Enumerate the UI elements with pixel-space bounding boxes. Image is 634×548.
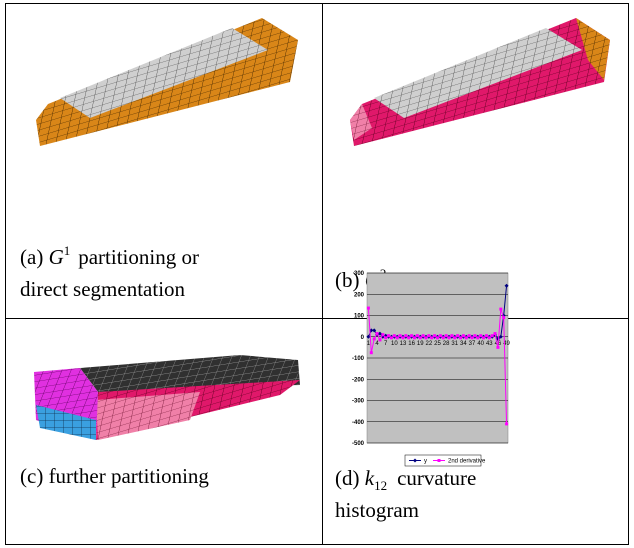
- marker: [439, 334, 442, 337]
- marker: [401, 336, 404, 339]
- marker: [387, 334, 390, 337]
- marker: [404, 334, 407, 337]
- marker: [494, 332, 497, 335]
- caption-line: curvature: [397, 466, 476, 490]
- marker: [482, 336, 485, 339]
- marker: [378, 338, 381, 341]
- marker: [505, 422, 508, 425]
- marker: [390, 336, 393, 339]
- x-tick-label: 40: [477, 341, 484, 347]
- marker: [416, 334, 419, 337]
- marker: [373, 337, 376, 340]
- figure: (a) G1 partitioning or direct segmentatio…: [0, 0, 634, 548]
- caption-a: (a) G1 partitioning or: [20, 243, 199, 269]
- y-tick-label: 200: [354, 292, 365, 298]
- x-tick-label: 10: [391, 341, 398, 347]
- subscript: 12: [374, 478, 387, 493]
- marker: [448, 336, 451, 339]
- y-tick-label: 100: [354, 314, 365, 320]
- marker: [471, 336, 474, 339]
- marker: [381, 333, 384, 336]
- render-a: [36, 18, 298, 146]
- y-tick-label: -400: [352, 420, 365, 426]
- superscript: 1: [64, 243, 71, 258]
- x-tick-label: 37: [469, 341, 476, 347]
- marker: [488, 336, 491, 339]
- x-tick-label: 43: [486, 341, 493, 347]
- legend-label: 2nd derivative: [448, 459, 486, 465]
- marker: [502, 316, 505, 319]
- y-tick-label: -100: [352, 356, 365, 362]
- x-tick-label: 34: [460, 341, 467, 347]
- label: (c): [20, 464, 43, 488]
- marker: [462, 334, 465, 337]
- y-tick-label: 0: [361, 335, 365, 341]
- marker: [433, 334, 436, 337]
- marker: [422, 334, 425, 337]
- legend-label: y: [424, 459, 427, 465]
- marker: [393, 334, 396, 337]
- marker: [453, 336, 456, 339]
- symbol: G: [49, 245, 64, 269]
- marker: [442, 336, 445, 339]
- caption-c: (c) further partitioning: [20, 464, 209, 488]
- marker: [376, 332, 379, 335]
- marker: [476, 336, 479, 339]
- marker: [485, 334, 488, 337]
- marker: [459, 336, 462, 339]
- caption-line: direct segmentation: [20, 277, 186, 301]
- marker: [473, 334, 476, 337]
- marker: [424, 336, 427, 339]
- marker: [419, 336, 422, 339]
- marker: [499, 308, 502, 311]
- marker: [456, 334, 459, 337]
- marker: [496, 346, 499, 349]
- marker: [465, 336, 468, 339]
- marker: [399, 334, 402, 337]
- render-c: [34, 355, 300, 440]
- x-tick-label: 19: [417, 341, 424, 347]
- marker: [479, 334, 482, 337]
- label: (d): [335, 466, 360, 490]
- x-tick-label: 28: [443, 341, 450, 347]
- caption-line: partitioning or: [78, 245, 199, 269]
- x-tick-label: 31: [451, 341, 458, 347]
- marker: [468, 334, 471, 337]
- marker: [396, 336, 399, 339]
- x-tick-label: 25: [434, 341, 441, 347]
- marker: [367, 307, 370, 310]
- render-b: [350, 18, 610, 146]
- marker: [438, 459, 441, 462]
- caption-line: further partitioning: [49, 464, 210, 488]
- x-tick-label: 22: [426, 341, 433, 347]
- marker: [427, 334, 430, 337]
- x-tick-label: 13: [400, 341, 407, 347]
- marker: [436, 336, 439, 339]
- caption-line: histogram: [335, 498, 419, 522]
- marker: [410, 334, 413, 337]
- label: (a): [20, 245, 43, 269]
- x-tick-label: 16: [408, 341, 415, 347]
- y-tick-label: 300: [354, 271, 365, 277]
- marker: [413, 336, 416, 339]
- marker: [370, 351, 373, 354]
- marker: [450, 334, 453, 337]
- marker: [445, 334, 448, 337]
- marker: [384, 336, 387, 339]
- y-tick-label: -200: [352, 377, 365, 383]
- y-tick-label: -300: [352, 399, 365, 405]
- y-tick-label: -500: [352, 441, 365, 447]
- marker: [407, 336, 410, 339]
- marker: [430, 336, 433, 339]
- marker: [491, 334, 494, 337]
